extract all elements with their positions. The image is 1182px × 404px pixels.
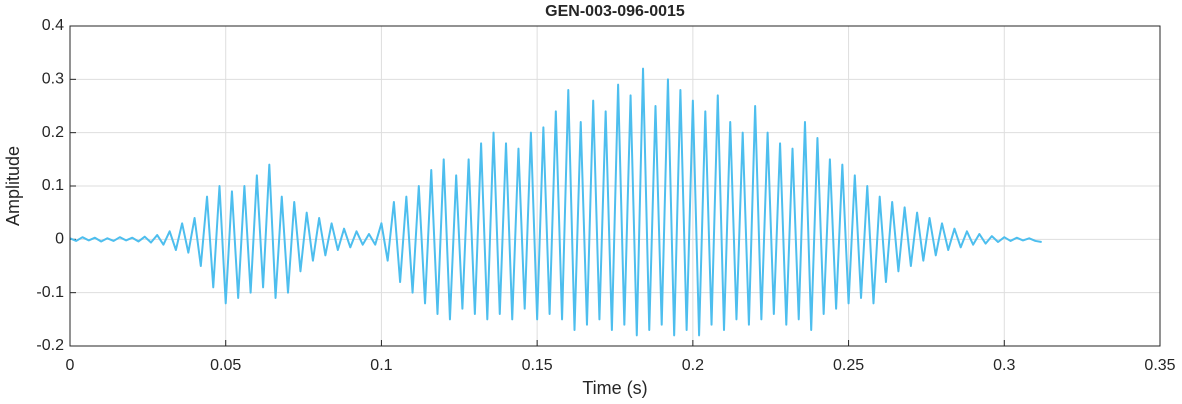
x-tick-label: 0.3 <box>993 357 1015 374</box>
y-tick-label: 0.1 <box>42 177 64 194</box>
y-tick-label: -0.2 <box>36 337 64 354</box>
x-tick-label: 0.2 <box>682 357 704 374</box>
x-tick-label: 0 <box>66 357 75 374</box>
x-tick-label: 0.05 <box>210 357 241 374</box>
y-tick-label: 0.3 <box>42 71 64 88</box>
x-tick-label: 0.1 <box>370 357 392 374</box>
waveform-line <box>69 67 1042 337</box>
x-axis-label: Time (s) <box>582 378 647 398</box>
chart-title: GEN-003-096-0015 <box>545 3 685 20</box>
y-axis-label: Amplitude <box>3 146 23 226</box>
y-tick-label: 0 <box>55 231 64 248</box>
plot-frame <box>69 25 1161 347</box>
y-tick-label: 0.4 <box>42 17 64 34</box>
x-tick-label: 0.25 <box>833 357 864 374</box>
y-tick-label: 0.2 <box>42 124 64 141</box>
x-tick-label: 0.15 <box>522 357 553 374</box>
y-tick-label: -0.1 <box>36 284 64 301</box>
x-tick-label: 0.35 <box>1144 357 1175 374</box>
